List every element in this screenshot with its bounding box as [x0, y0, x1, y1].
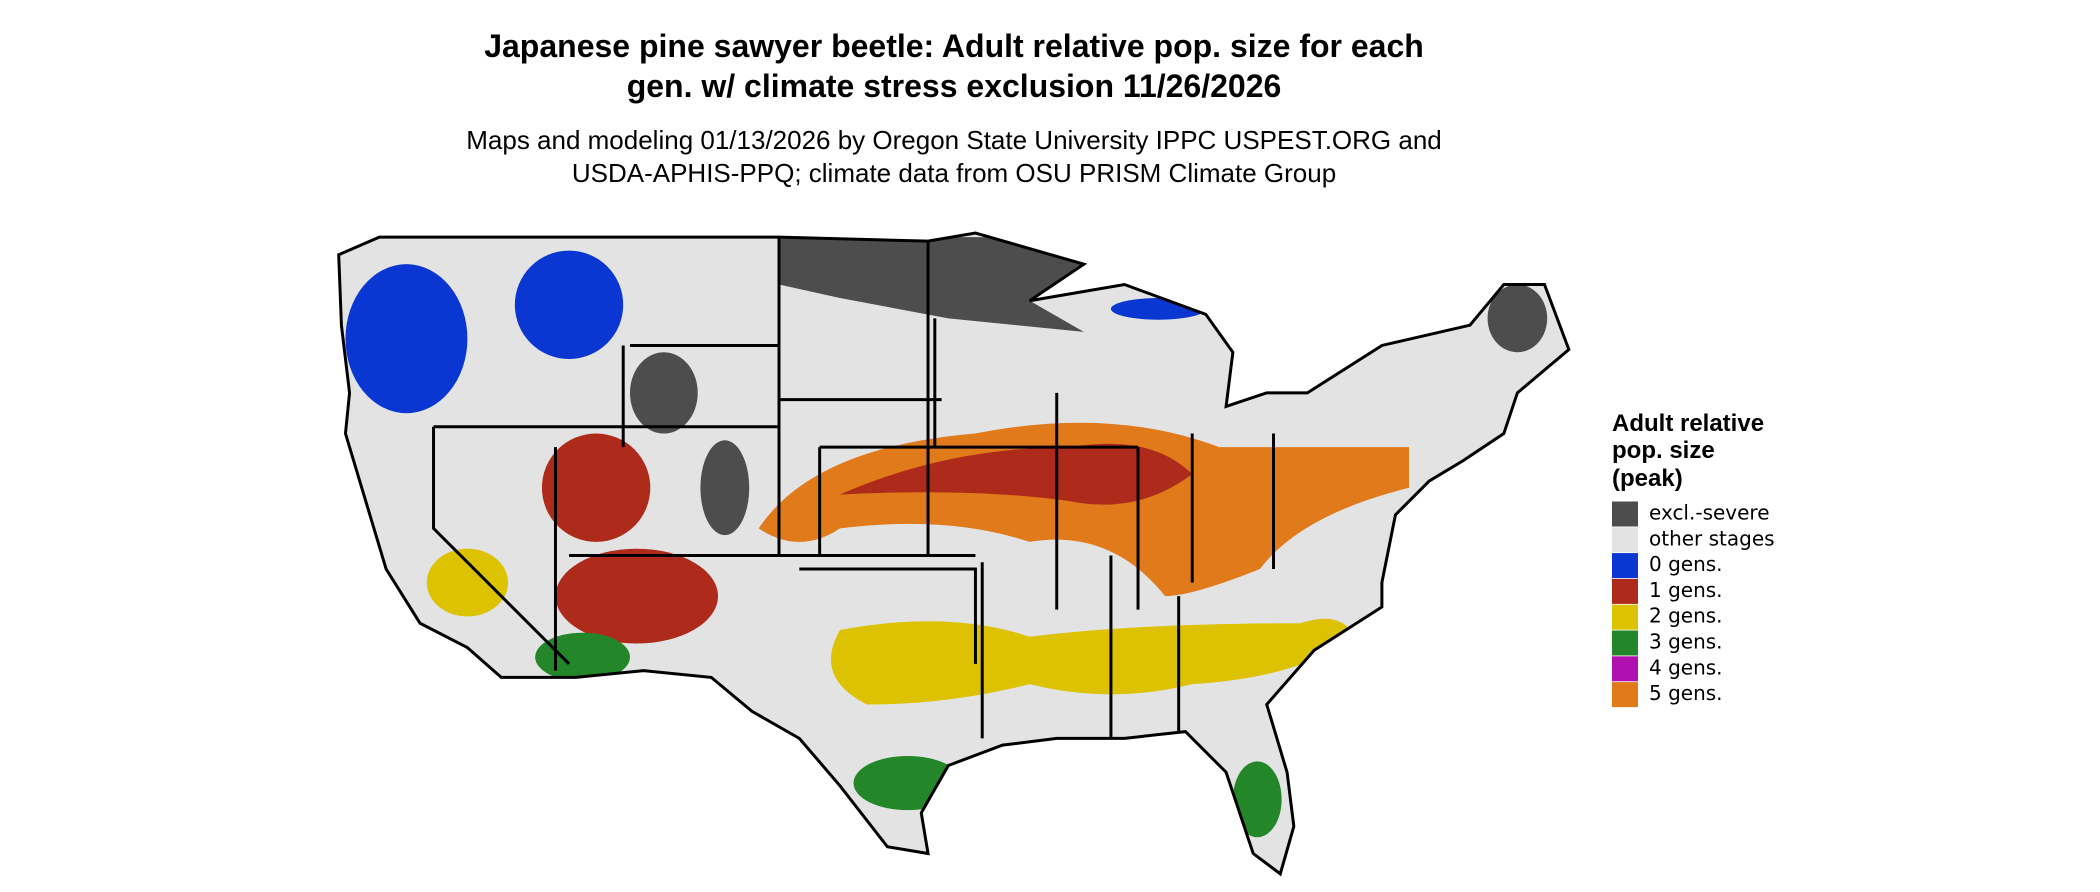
legend-label: 5 gens.: [1649, 681, 1723, 705]
region: [779, 237, 1084, 332]
subtitle-line: Maps and modeling 01/13/2026 by Oregon S…: [466, 125, 1442, 155]
region: [345, 264, 468, 414]
legend-label: 0 gens.: [1649, 552, 1723, 576]
legend-label: 4 gens.: [1649, 655, 1723, 679]
legend-swatch: [1612, 682, 1638, 708]
legend-label: 2 gens.: [1649, 604, 1723, 628]
subtitle-line: USDA-APHIS-PPQ; climate data from OSU PR…: [572, 158, 1336, 188]
region: [853, 755, 962, 811]
region: [535, 632, 630, 682]
legend-label: 3 gens.: [1649, 630, 1723, 654]
region: [1240, 878, 1281, 889]
region: [541, 433, 651, 542]
legend-label: excl.-severe: [1649, 501, 1770, 525]
legend: Adult relative pop. size (peak) excl.-se…: [1612, 410, 1775, 708]
region: [629, 352, 698, 434]
title-line: gen. w/ climate stress exclusion 11/26/2…: [627, 68, 1282, 104]
title-line: Japanese pine sawyer beetle: Adult relat…: [484, 28, 1424, 64]
legend-swatch: [1612, 578, 1638, 604]
legend-swatch: [1612, 527, 1638, 553]
state-borders: [337, 231, 1571, 876]
legend-title: pop. size: [1612, 437, 1715, 464]
region: [700, 440, 750, 536]
legend-title: (peak): [1612, 465, 1683, 492]
legend-label: 1 gens.: [1649, 578, 1723, 602]
legend-swatch: [1612, 630, 1638, 656]
region: [426, 548, 509, 617]
region: [758, 422, 1409, 597]
region: [514, 250, 624, 360]
legend-swatch: [1612, 553, 1638, 579]
us-map: [337, 231, 1571, 889]
legend-label: other stages: [1649, 526, 1775, 550]
region: [555, 548, 719, 644]
region: [1487, 284, 1548, 353]
legend-swatch: [1612, 501, 1638, 527]
legend-swatch: [1612, 656, 1638, 682]
legend-swatch: [1612, 604, 1638, 630]
legend-title: Adult relative: [1612, 410, 1764, 437]
region: [1232, 761, 1282, 838]
region: [830, 618, 1355, 705]
